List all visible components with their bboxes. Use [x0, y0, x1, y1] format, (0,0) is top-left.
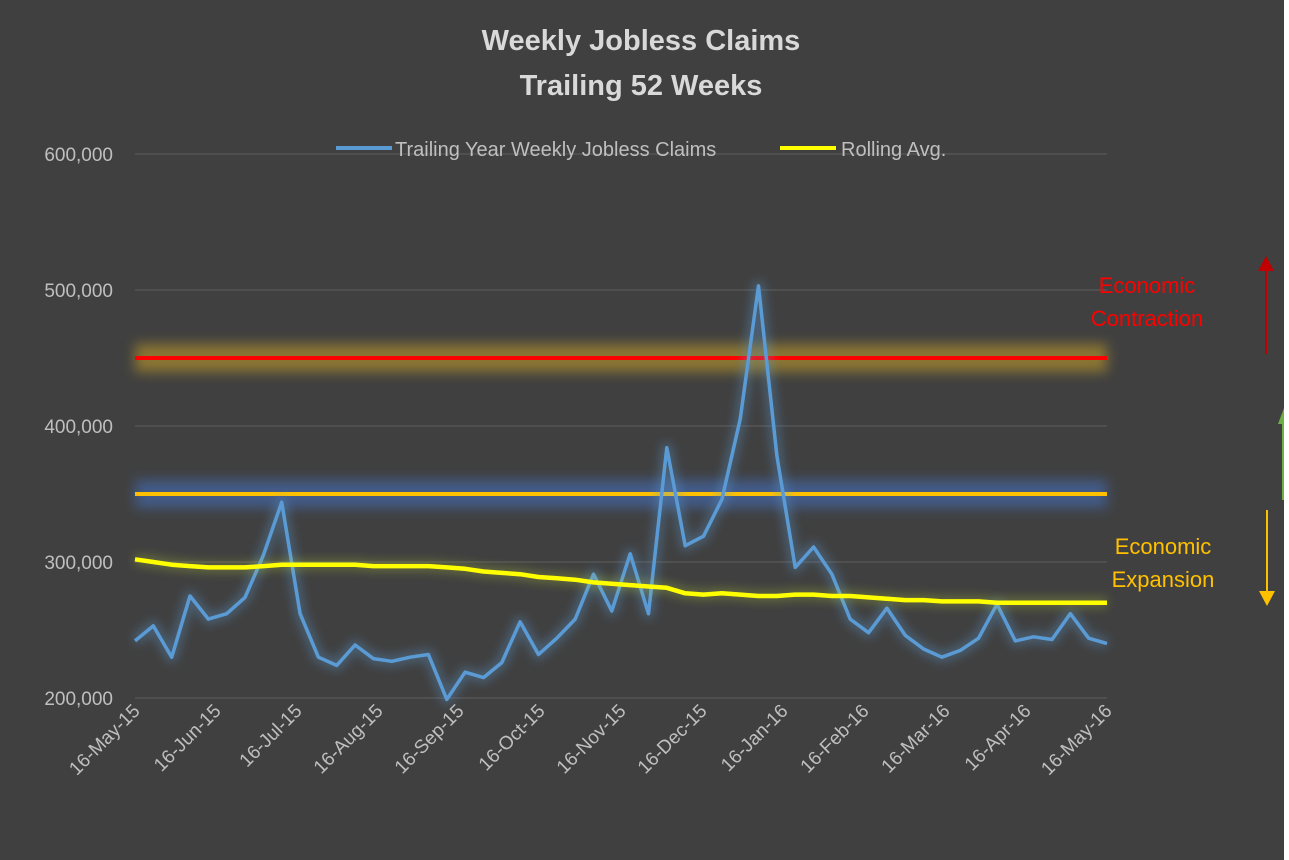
window-edge: [1284, 0, 1289, 860]
legend-label-weekly-claims: Trailing Year Weekly Jobless Claims: [395, 139, 716, 161]
y-tick-label: 300,000: [44, 553, 113, 574]
legend-label-rolling-avg: Rolling Avg.: [841, 139, 946, 161]
x-tick-label: 16-May-15: [65, 701, 144, 780]
x-tick-label: 16-Mar-16: [878, 701, 955, 778]
x-tick-label: 16-Jul-15: [236, 701, 307, 772]
x-tick-label: 16-Sep-15: [391, 701, 469, 779]
x-tick-label: 16-Apr-16: [961, 701, 1036, 776]
y-tick-label: 600,000: [44, 145, 113, 166]
y-tick-label: 200,000: [44, 689, 113, 710]
x-tick-label: 16-Oct-15: [475, 701, 550, 776]
x-tick-label: 16-May-16: [1037, 701, 1116, 780]
annotation-expansion-text: Economic: [1115, 534, 1212, 559]
chart-subtitle: Trailing 52 Weeks: [520, 70, 763, 102]
y-tick-label: 400,000: [44, 417, 113, 438]
arrow-down-expansion-head: [1259, 591, 1275, 606]
x-tick-label: 16-Jan-16: [717, 701, 792, 776]
x-tick-label: 16-Feb-16: [797, 701, 874, 778]
x-tick-label: 16-Aug-15: [310, 701, 388, 779]
arrow-up-contraction-head: [1258, 256, 1274, 271]
x-tick-label: 16-Nov-15: [553, 701, 631, 779]
chart-title: Weekly Jobless Claims: [482, 25, 801, 57]
annotation-contraction-text: Economic: [1099, 273, 1196, 298]
series-line-rolling-avg: [134, 557, 1107, 606]
annotation-contraction-text: Contraction: [1091, 306, 1204, 331]
y-tick-label: 500,000: [44, 281, 113, 302]
annotation-expansion-text: Expansion: [1112, 567, 1215, 592]
arrow-up-green-partial-head: [1278, 408, 1284, 424]
x-tick-label: 16-Dec-15: [634, 701, 712, 779]
x-tick-label: 16-Jun-15: [150, 701, 225, 776]
